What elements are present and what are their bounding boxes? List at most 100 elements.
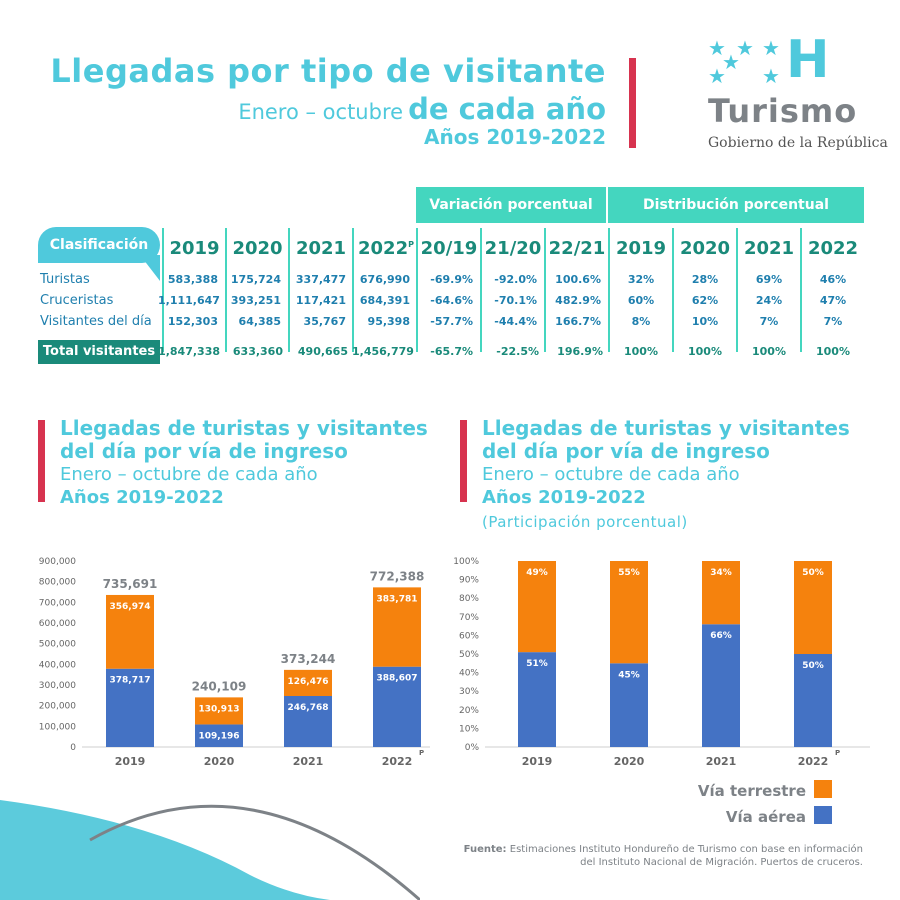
table-cell: 1,111,647 — [158, 294, 220, 307]
bar-terrestre — [106, 594, 154, 669]
data-label: 383,781 — [377, 594, 418, 604]
bar-aerea — [195, 724, 243, 747]
table-cell: 32% — [627, 273, 655, 286]
table-cell: 676,990 — [359, 273, 410, 286]
page-years: Años 2019-2022 — [424, 125, 606, 149]
preliminary-mark: P — [835, 749, 840, 757]
x-tick-label: 2022 — [798, 755, 829, 768]
logo-government: Gobierno de la República — [708, 135, 888, 151]
total-label: 373,244 — [281, 652, 336, 666]
table-cell: 100.6% — [555, 273, 601, 286]
table-cell: 166.7% — [555, 315, 601, 328]
col-header-var-20-19: 20/19 — [420, 238, 478, 259]
data-label: 109,196 — [199, 731, 240, 741]
total-cell: 196.9% — [557, 345, 603, 358]
total-label: Total visitantes — [38, 340, 160, 364]
col-header-2019: 2019 — [169, 238, 220, 259]
bar-terrestre — [284, 669, 332, 697]
col-separator — [800, 228, 802, 352]
table-cell: 28% — [691, 273, 719, 286]
bar-aerea — [373, 666, 421, 747]
x-tick-label: 2021 — [293, 755, 324, 768]
bar-terrestre — [702, 561, 740, 625]
section-right-title-line1: Llegadas de turistas y visitantes — [482, 416, 850, 440]
col-separator — [672, 228, 674, 352]
table-cell: 47% — [819, 294, 847, 307]
decorative-wave — [0, 800, 330, 900]
section-left-accent-bar — [38, 420, 45, 502]
col-separator — [416, 228, 418, 352]
col-separator — [225, 228, 227, 352]
y-tick-label: 60% — [459, 631, 479, 641]
table-cell: 117,421 — [295, 294, 346, 307]
data-label: 45% — [618, 670, 640, 680]
logo-word: Turismo — [708, 92, 858, 130]
legend-swatch-aerea — [814, 806, 832, 824]
section-right-subtitle: Enero – octubre de cada año — [482, 464, 740, 485]
total-cell: 100% — [816, 345, 850, 358]
total-label: 735,691 — [103, 577, 158, 591]
y-tick-label: 40% — [459, 669, 479, 679]
section-left-title-line1: Llegadas de turistas y visitantes — [60, 416, 428, 440]
decorative-arc — [89, 804, 420, 900]
row-label-visitantes-dia: Visitantes del día — [40, 314, 152, 329]
table-cell: 337,477 — [295, 273, 346, 286]
table-cell: 10% — [691, 315, 719, 328]
table-cell: 175,724 — [230, 273, 281, 286]
col-header-dist-2020: 2020 — [679, 238, 731, 259]
x-tick-label: 2019 — [522, 755, 553, 768]
stars-icon: ★ ★ ★ ★ ★ ★ — [708, 36, 780, 88]
table-cell: 393,251 — [230, 294, 281, 307]
section-right-accent-bar — [460, 420, 467, 502]
table-cell: -64.6% — [430, 294, 473, 307]
x-tick-label: 2021 — [706, 755, 737, 768]
table-cell: 583,388 — [167, 273, 218, 286]
section-right-title-line2: del día por vía de ingreso — [482, 439, 770, 463]
data-label: 49% — [526, 568, 548, 578]
section-right-years: Años 2019-2022 — [482, 487, 646, 508]
section-left-title-line2: del día por vía de ingreso — [60, 439, 348, 463]
total-cell: -65.7% — [430, 345, 473, 358]
page-subtitle-light: Enero – octubre — [238, 100, 404, 124]
table-cell: -69.9% — [430, 273, 473, 286]
data-label: 126,476 — [288, 677, 329, 687]
y-tick-label: 80% — [459, 594, 479, 604]
row-label-turistas: Turistas — [40, 272, 90, 287]
col-header-2022-label: 2022 — [358, 238, 409, 259]
data-label: 55% — [618, 568, 640, 578]
y-tick-label: 500,000 — [39, 640, 76, 650]
total-cell: 100% — [624, 345, 658, 358]
table-cell: 60% — [627, 294, 655, 307]
source-line2: del Instituto Nacional de Migración. Pue… — [580, 857, 863, 868]
bar-aerea — [610, 663, 648, 747]
col-header-var-22-21: 22/21 — [548, 238, 606, 259]
col-header-dist-2021: 2021 — [743, 238, 795, 259]
x-tick-label: 2019 — [115, 755, 146, 768]
col-separator — [288, 228, 290, 352]
col-header-var-21-20: 21/20 — [484, 238, 542, 259]
bar-aerea — [284, 696, 332, 747]
bar-terrestre — [518, 561, 556, 653]
col-header-dist-2019: 2019 — [615, 238, 667, 259]
col-separator — [162, 228, 164, 352]
total-cell: 100% — [688, 345, 722, 358]
table-cell: 62% — [691, 294, 719, 307]
section-left-years: Años 2019-2022 — [60, 487, 224, 508]
total-label: 240,109 — [192, 679, 247, 693]
col-separator — [352, 228, 354, 352]
bar-terrestre — [373, 587, 421, 667]
table-cell: 24% — [755, 294, 783, 307]
col-separator — [608, 228, 610, 352]
data-label: 34% — [710, 568, 732, 578]
y-tick-label: 0 — [70, 743, 76, 753]
data-label: 246,768 — [288, 703, 329, 713]
table-cell: 69% — [755, 273, 783, 286]
col-separator — [736, 228, 738, 352]
total-cell: 490,665 — [297, 345, 348, 358]
table-cell: 684,391 — [359, 294, 410, 307]
table-cell: -70.1% — [494, 294, 537, 307]
bar-terrestre — [610, 561, 648, 664]
data-label: 388,607 — [377, 674, 418, 684]
x-tick-label: 2020 — [614, 755, 645, 768]
y-tick-label: 800,000 — [39, 578, 76, 588]
